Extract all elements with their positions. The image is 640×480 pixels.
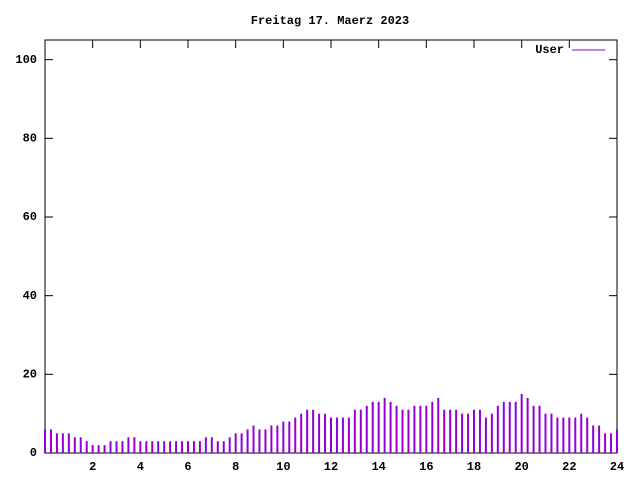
- x-tick-label: 24: [610, 460, 624, 474]
- y-tick-label: 40: [23, 289, 37, 303]
- x-tick-label: 10: [276, 460, 290, 474]
- y-tick-label: 60: [23, 210, 37, 224]
- x-tick-label: 2: [89, 460, 96, 474]
- x-tick-label: 14: [371, 460, 385, 474]
- x-tick-label: 8: [232, 460, 239, 474]
- x-tick-label: 16: [419, 460, 433, 474]
- chart-title: Freitag 17. Maerz 2023: [251, 14, 409, 28]
- legend-label: User: [535, 43, 564, 57]
- x-tick-label: 22: [562, 460, 576, 474]
- y-tick-label: 20: [23, 368, 37, 382]
- x-tick-label: 12: [324, 460, 338, 474]
- y-tick-label: 80: [23, 132, 37, 146]
- y-tick-label: 100: [15, 53, 37, 67]
- y-tick-label: 0: [30, 446, 37, 460]
- x-tick-label: 18: [467, 460, 481, 474]
- x-tick-label: 20: [514, 460, 528, 474]
- x-tick-label: 4: [137, 460, 144, 474]
- x-tick-label: 6: [184, 460, 191, 474]
